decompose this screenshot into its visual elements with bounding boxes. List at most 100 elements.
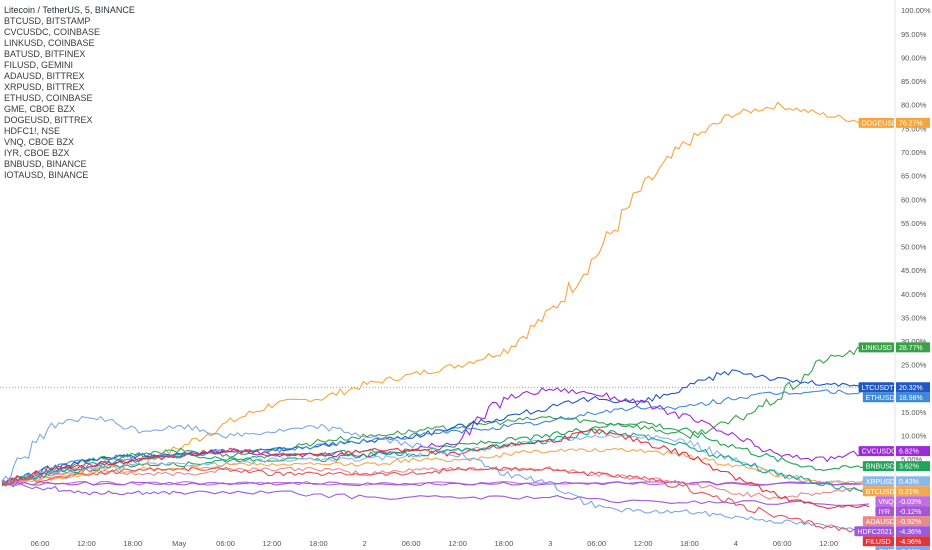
x-tick-label: 12:00 [819,539,838,548]
legend-item[interactable]: IYR, CBOE BZX [4,148,70,158]
y-tick-label: 90.00% [901,53,927,62]
x-tick-label: 06:00 [216,539,235,548]
x-tick-label: 2 [363,539,367,548]
x-tick-label: 06:00 [31,539,50,548]
legend-item[interactable]: BTCUSD, BITSTAMP [4,16,91,26]
legend-item[interactable]: VNQ, CBOE BZX [4,137,75,147]
series-line-ethusd[interactable] [1,389,870,487]
series-name-box [862,392,894,403]
series-layer [1,101,870,534]
price-tag-dogeusd: DOGEUSD 76.27% [858,117,930,128]
series-line-btcusd[interactable] [1,447,870,487]
legend-items: BTCUSD, BITSTAMP CVCUSDC, COINBASE LINKUSD… [4,16,135,181]
value-box [896,536,930,547]
legend-item[interactable]: BATUSD, BITFINEX [4,49,86,59]
series-name-label: BNBUSD [866,464,895,471]
value-label: 0.21% [899,489,919,496]
x-tick-label: May [172,539,186,548]
value-label: 3.62% [899,464,919,471]
value-box [896,506,930,517]
series-name-label: LTCUSDT [862,385,894,392]
price-tag-iyr: IYR -0.12% [875,506,930,517]
value-box [896,486,930,497]
series-line-filusd[interactable] [1,428,870,509]
legend-item[interactable]: DOGEUSD, BITTREX [4,115,93,125]
legend-item[interactable]: FILUSD, GEMINI [4,60,74,70]
series-line-adausd[interactable] [2,466,870,500]
price-tag-bnbusd: BNBUSD 3.62% [862,461,930,472]
value-label: 28.77% [899,345,923,352]
series-line-iotausd[interactable] [1,466,870,534]
value-box [896,461,930,472]
y-tick-label: 65.00% [901,172,927,181]
value-label: 6.82% [899,449,919,456]
price-tag-hdfc2021: HDFC2021 -4.36% [854,526,930,537]
value-label: -4.36% [899,529,921,536]
price-tag-btcusd: BTCUSD 0.21% [862,486,930,497]
y-tick-label: 95.00% [901,30,927,39]
value-label: -0.92% [899,519,921,526]
value-box [896,446,930,457]
y-tick-label: 50.00% [901,243,927,252]
value-label: 20.32% [899,385,923,392]
legend-item[interactable]: LINKUSD, COINBASE [4,38,95,48]
value-label: 0.43% [899,479,919,486]
value-box [896,546,930,550]
value-label: -9.61% [899,549,921,550]
y-tick-label: 85.00% [901,77,927,86]
value-box [896,392,930,403]
value-box [896,117,930,128]
series-name-box [862,536,894,547]
y-tick-label: 10.00% [901,432,927,441]
y-tick-label: 40.00% [901,290,927,299]
series-name-label: IYR [878,509,890,516]
value-box [896,476,930,487]
y-tick-label: 60.00% [901,195,927,204]
series-line-gme[interactable] [1,415,870,531]
series-name-label: BTCUSD [866,489,895,496]
series-name-label: HDFC2021 [857,529,892,536]
x-tick-label: 12:00 [448,539,467,548]
y-tick-label: 30.00% [901,337,927,346]
legend-item[interactable]: BNBUSD, BINANCE [4,159,87,169]
series-name-label: FILUSD [866,539,891,546]
series-line-hdfc2021[interactable] [1,480,870,506]
price-tag-linkusd: LINKUSD 28.77% [858,342,930,353]
legend-title: Litecoin / TetherUS, 5, BINANCE [4,5,135,15]
x-tick-label: 4 [734,539,738,548]
series-name-label: LINKUSD [862,345,892,352]
value-label: 76.27% [899,120,923,127]
price-tag-xrpusd: XRPUSD 0.43% [862,476,930,487]
legend-item[interactable]: IOTAUSD, BINANCE [4,170,89,180]
legend-item[interactable]: ADAUSD, BITTREX [4,71,85,81]
series-name-label: VNQ [878,499,894,506]
legend-item[interactable]: CVCUSDC, COINBASE [4,27,101,37]
y-tick-label: 5.00% [901,455,923,464]
x-tick-label: 06:00 [773,539,792,548]
series-line-dogeusd[interactable] [1,101,870,485]
x-tick-label: 18:00 [309,539,328,548]
x-tick-label: 06:00 [402,539,421,548]
series-name-box [862,486,894,497]
legend-item[interactable]: GME, CBOE BZX [4,104,76,114]
series-line-cvcusdc[interactable] [1,387,870,485]
value-box [896,496,930,507]
series-legend: Litecoin / TetherUS, 5, BINANCE BTCUSD, … [4,5,135,181]
y-tick-label: 80.00% [901,101,927,110]
x-tick-label: 12:00 [634,539,653,548]
legend-item[interactable]: ETHUSD, COINBASE [4,93,93,103]
legend-item[interactable]: HDFC1!, NSE [4,126,61,136]
value-label: -0.03% [899,499,921,506]
y-tick-label: 15.00% [901,408,927,417]
series-name-label: CVCUSDC [862,449,897,456]
legend-item[interactable]: XRPUSD, BITTREX [4,82,85,92]
y-tick-label: 70.00% [901,148,927,157]
value-box [896,516,930,527]
price-tag-vnq: VNQ -0.03% [875,496,930,507]
x-tick-label: 06:00 [587,539,606,548]
x-tick-label: 12:00 [77,539,96,548]
price-tag-ethusd: ETHUSD 18.98% [862,392,930,403]
x-axis: 06:00 12:00 18:00 May 06:00 12:00 18:00 2 06:00 1… [31,539,885,548]
